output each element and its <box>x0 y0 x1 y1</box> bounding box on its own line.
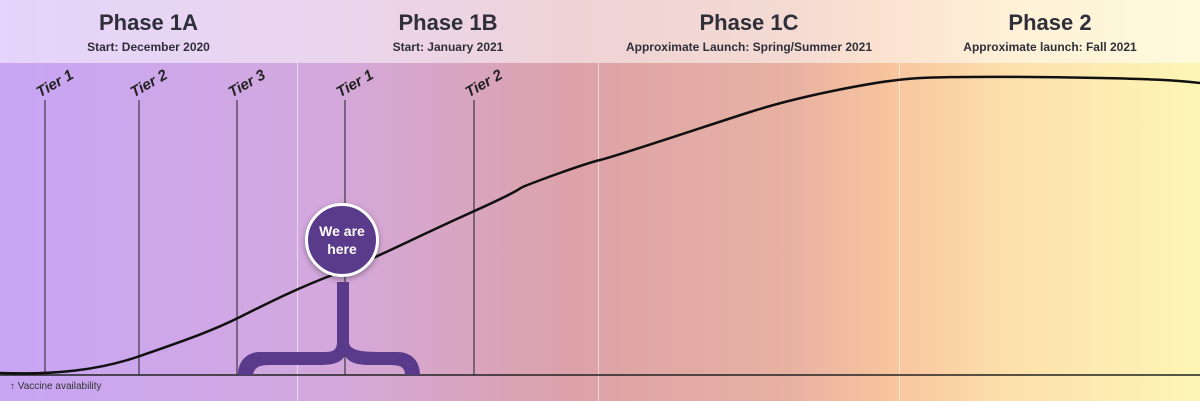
phase-title: Phase 1B <box>398 10 498 35</box>
availability-curve <box>0 75 1200 375</box>
phase-subtitle: Approximate launch: Fall 2021 <box>963 40 1137 54</box>
axis-label: ↑ Vaccine availability <box>10 381 102 392</box>
phase-header-1a: Phase 1A Start: December 2020 <box>0 0 297 63</box>
phase-title: Phase 2 <box>1008 10 1092 35</box>
phase-subtitle: Approximate Launch: Spring/Summer 2021 <box>625 40 873 54</box>
phase-header-2: Phase 2 Approximate launch: Fall 2021 <box>900 0 1200 63</box>
phase-divider <box>899 0 900 401</box>
phase-subtitle: Start: December 2020 <box>87 40 210 54</box>
bracket-icon <box>238 282 420 375</box>
phase-divider <box>598 0 599 401</box>
we-are-here-marker: We are here <box>305 203 379 277</box>
phase-title: Phase 1A <box>98 10 199 35</box>
marker-label: We are here <box>319 223 365 257</box>
phase-divider <box>297 0 298 401</box>
phase-subtitle: Start: January 2021 <box>392 40 504 54</box>
phase-title: Phase 1C <box>699 10 799 35</box>
phase-header-1c: Phase 1C Approximate Launch: Spring/Summ… <box>599 0 899 63</box>
phase-header-1b: Phase 1B Start: January 2021 <box>298 0 598 63</box>
